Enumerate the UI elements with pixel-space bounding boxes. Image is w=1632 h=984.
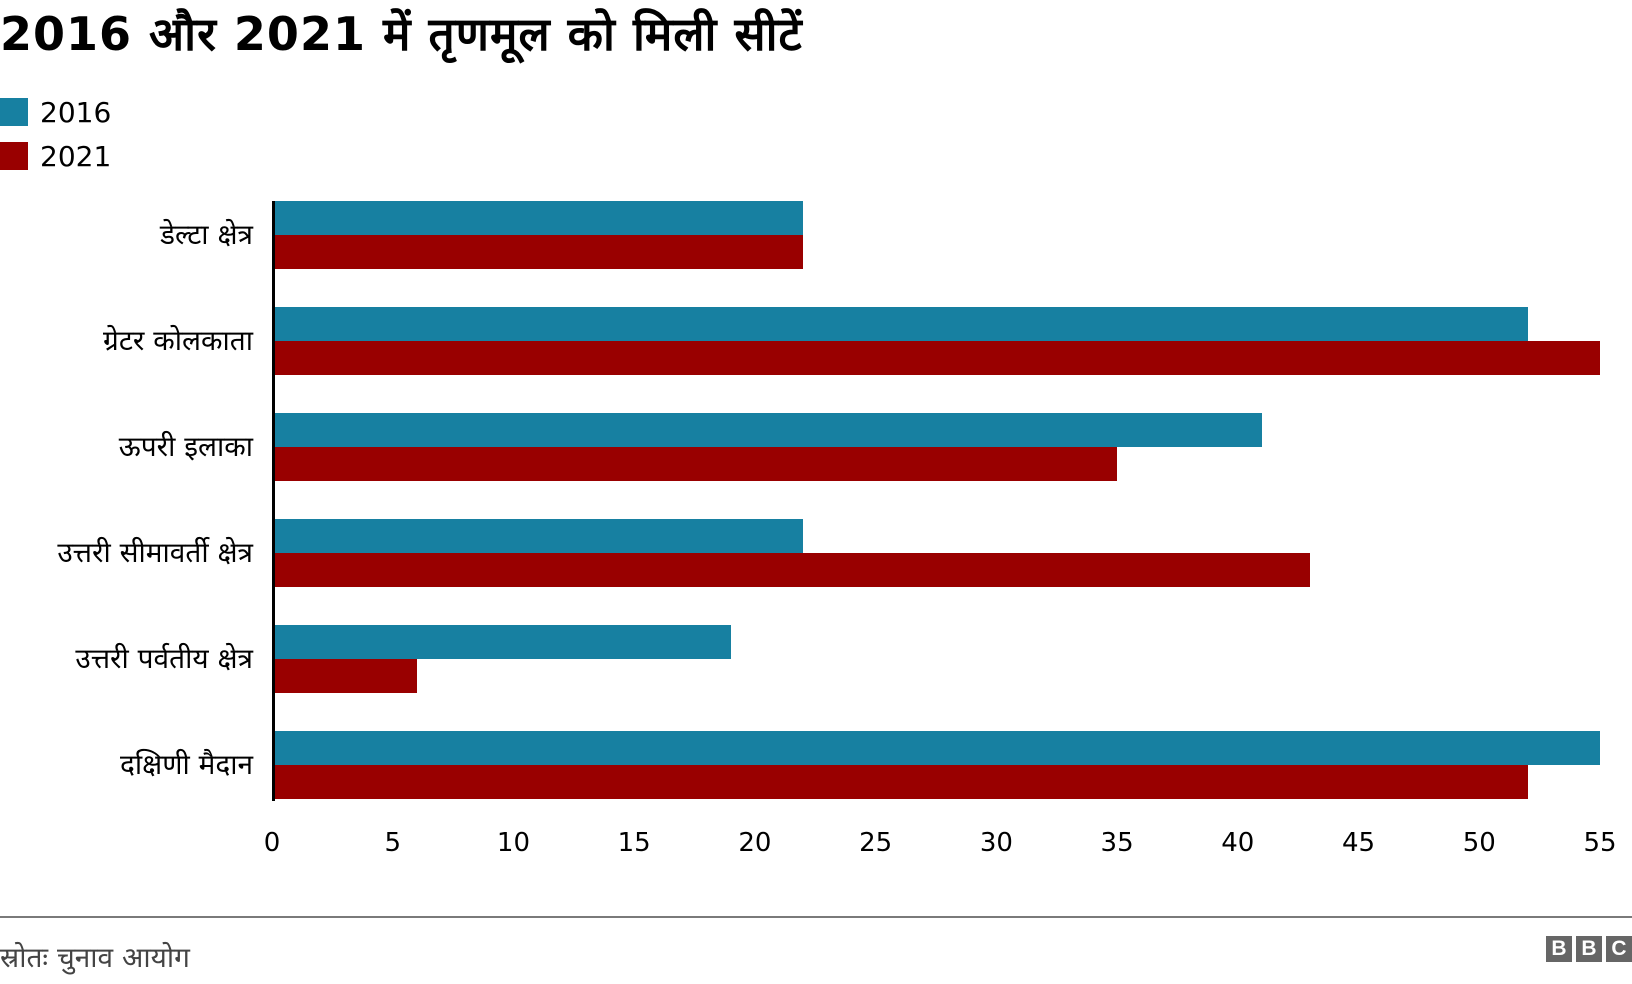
source-note: स्रोतः चुनाव आयोग [0,941,190,974]
x-tick-label: 0 [263,828,281,858]
y-axis-line [272,201,275,801]
x-tick-label: 20 [738,828,772,858]
bbc-logo-b1: B [1546,936,1572,962]
x-tick-label: 5 [384,828,401,858]
bar-2016-0 [275,201,804,235]
bbc-logo: B B C [1546,936,1632,962]
category-label: उत्तरी पर्वतीय क्षेत्र [75,642,253,675]
plot-area [272,201,1632,801]
legend: 2016 2021 [0,90,111,178]
x-tick-label: 25 [859,828,893,858]
category-label: ग्रेटर कोलकाता [103,324,253,357]
bar-2016-5 [275,731,1600,765]
bbc-logo-b2: B [1576,936,1602,962]
x-tick-label: 30 [979,828,1013,858]
bar-2021-5 [275,765,1528,799]
category-label: उत्तरी सीमावर्ती क्षेत्र [57,536,253,569]
bar-2016-1 [275,307,1528,341]
x-tick-label: 40 [1221,828,1255,858]
bar-2021-2 [275,447,1118,481]
bbc-logo-c: C [1606,936,1632,962]
legend-item-2016: 2016 [0,90,111,134]
chart-title: 2016 और 2021 में तृणमूल को मिली सीटें [0,7,803,61]
category-label: डेल्टा क्षेत्र [160,218,253,251]
category-label: दक्षिणी मैदान [120,748,253,781]
x-tick-label: 45 [1341,828,1376,858]
x-tick-label: 15 [617,828,651,858]
x-tick-label: 35 [1100,828,1134,858]
footer-divider [0,916,1632,918]
legend-item-2021: 2021 [0,134,111,178]
x-tick-label: 55 [1583,828,1617,858]
legend-label-2021: 2021 [40,139,112,173]
legend-swatch-2016 [0,98,28,126]
x-tick-label: 10 [496,828,530,858]
x-tick-label: 50 [1462,828,1496,858]
legend-swatch-2021 [0,142,28,170]
bar-2021-3 [275,553,1311,587]
bar-2016-4 [275,625,731,659]
bar-2021-1 [275,341,1600,375]
category-label: ऊपरी इलाका [118,430,253,463]
bar-2016-2 [275,413,1262,447]
legend-label-2016: 2016 [40,95,112,129]
bar-2021-4 [275,659,417,693]
bar-2021-0 [275,235,804,269]
bar-2016-3 [275,519,804,553]
